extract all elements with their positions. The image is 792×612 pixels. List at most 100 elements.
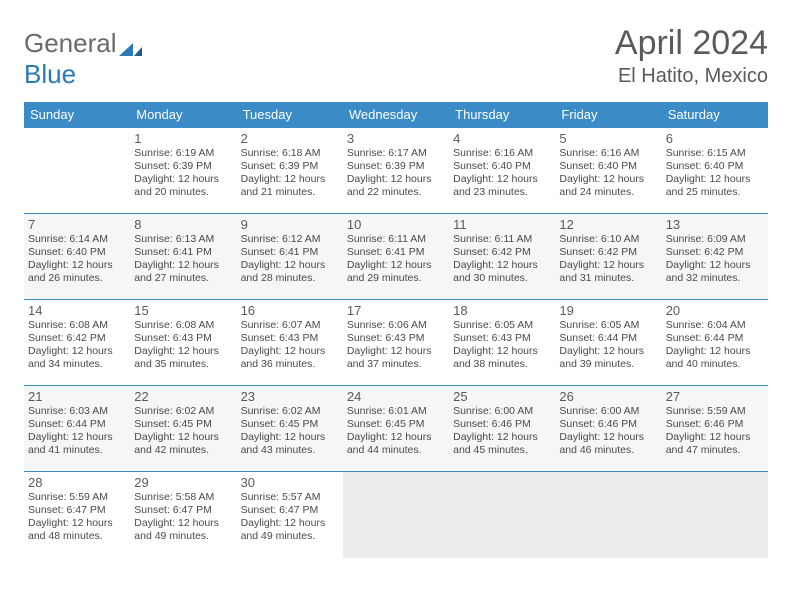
- sunrise-line: Sunrise: 5:59 AM: [28, 491, 126, 504]
- calendar-day-cell: 11Sunrise: 6:11 AMSunset: 6:42 PMDayligh…: [449, 214, 555, 300]
- daylight-line: and 22 minutes.: [347, 186, 445, 199]
- calendar-day-cell: 19Sunrise: 6:05 AMSunset: 6:44 PMDayligh…: [555, 300, 661, 386]
- daylight-line: Daylight: 12 hours: [453, 173, 551, 186]
- sunrise-line: Sunrise: 6:00 AM: [453, 405, 551, 418]
- sunset-line: Sunset: 6:44 PM: [666, 332, 764, 345]
- day-number: 6: [666, 131, 764, 146]
- daylight-line: and 35 minutes.: [134, 358, 232, 371]
- sunrise-line: Sunrise: 6:18 AM: [241, 147, 339, 160]
- day-number: 10: [347, 217, 445, 232]
- day-number: 20: [666, 303, 764, 318]
- sunrise-line: Sunrise: 6:11 AM: [347, 233, 445, 246]
- calendar-body: 1Sunrise: 6:19 AMSunset: 6:39 PMDaylight…: [24, 128, 768, 558]
- daylight-line: Daylight: 12 hours: [241, 431, 339, 444]
- daylight-line: Daylight: 12 hours: [347, 431, 445, 444]
- sunset-line: Sunset: 6:41 PM: [241, 246, 339, 259]
- daylight-line: Daylight: 12 hours: [134, 173, 232, 186]
- calendar-day-cell: 8Sunrise: 6:13 AMSunset: 6:41 PMDaylight…: [130, 214, 236, 300]
- calendar-day-cell: [662, 472, 768, 558]
- sunset-line: Sunset: 6:41 PM: [134, 246, 232, 259]
- calendar-day-cell: 24Sunrise: 6:01 AMSunset: 6:45 PMDayligh…: [343, 386, 449, 472]
- calendar-day-cell: 17Sunrise: 6:06 AMSunset: 6:43 PMDayligh…: [343, 300, 449, 386]
- sunset-line: Sunset: 6:45 PM: [134, 418, 232, 431]
- calendar-day-cell: 10Sunrise: 6:11 AMSunset: 6:41 PMDayligh…: [343, 214, 449, 300]
- day-number: 25: [453, 389, 551, 404]
- sunset-line: Sunset: 6:39 PM: [241, 160, 339, 173]
- sunset-line: Sunset: 6:40 PM: [28, 246, 126, 259]
- daylight-line: and 27 minutes.: [134, 272, 232, 285]
- weekday-header: Friday: [555, 102, 661, 128]
- sunset-line: Sunset: 6:44 PM: [559, 332, 657, 345]
- daylight-line: Daylight: 12 hours: [453, 431, 551, 444]
- day-number: 29: [134, 475, 232, 490]
- sunset-line: Sunset: 6:47 PM: [134, 504, 232, 517]
- calendar-day-cell: 15Sunrise: 6:08 AMSunset: 6:43 PMDayligh…: [130, 300, 236, 386]
- sunset-line: Sunset: 6:47 PM: [28, 504, 126, 517]
- weekday-header: Tuesday: [237, 102, 343, 128]
- daylight-line: and 21 minutes.: [241, 186, 339, 199]
- daylight-line: Daylight: 12 hours: [134, 259, 232, 272]
- calendar-day-cell: 7Sunrise: 6:14 AMSunset: 6:40 PMDaylight…: [24, 214, 130, 300]
- daylight-line: and 24 minutes.: [559, 186, 657, 199]
- day-number: 16: [241, 303, 339, 318]
- daylight-line: Daylight: 12 hours: [453, 345, 551, 358]
- weekday-header: Sunday: [24, 102, 130, 128]
- daylight-line: Daylight: 12 hours: [347, 345, 445, 358]
- calendar-day-cell: 9Sunrise: 6:12 AMSunset: 6:41 PMDaylight…: [237, 214, 343, 300]
- sunrise-line: Sunrise: 6:19 AM: [134, 147, 232, 160]
- daylight-line: Daylight: 12 hours: [559, 431, 657, 444]
- sunset-line: Sunset: 6:46 PM: [559, 418, 657, 431]
- sunrise-line: Sunrise: 5:59 AM: [666, 405, 764, 418]
- daylight-line: Daylight: 12 hours: [134, 431, 232, 444]
- sunrise-line: Sunrise: 6:09 AM: [666, 233, 764, 246]
- sunrise-line: Sunrise: 6:06 AM: [347, 319, 445, 332]
- day-number: 8: [134, 217, 232, 232]
- day-number: 13: [666, 217, 764, 232]
- calendar-day-cell: 12Sunrise: 6:10 AMSunset: 6:42 PMDayligh…: [555, 214, 661, 300]
- day-number: 21: [28, 389, 126, 404]
- sunrise-line: Sunrise: 6:02 AM: [241, 405, 339, 418]
- calendar-week-row: 7Sunrise: 6:14 AMSunset: 6:40 PMDaylight…: [24, 214, 768, 300]
- calendar-day-cell: [343, 472, 449, 558]
- daylight-line: Daylight: 12 hours: [241, 173, 339, 186]
- calendar-day-cell: 5Sunrise: 6:16 AMSunset: 6:40 PMDaylight…: [555, 128, 661, 214]
- sunrise-line: Sunrise: 6:15 AM: [666, 147, 764, 160]
- sunrise-line: Sunrise: 6:12 AM: [241, 233, 339, 246]
- day-number: 7: [28, 217, 126, 232]
- calendar-day-cell: 4Sunrise: 6:16 AMSunset: 6:40 PMDaylight…: [449, 128, 555, 214]
- sunset-line: Sunset: 6:46 PM: [453, 418, 551, 431]
- calendar-day-cell: 20Sunrise: 6:04 AMSunset: 6:44 PMDayligh…: [662, 300, 768, 386]
- daylight-line: and 36 minutes.: [241, 358, 339, 371]
- daylight-line: and 49 minutes.: [134, 530, 232, 543]
- day-number: 23: [241, 389, 339, 404]
- sunset-line: Sunset: 6:40 PM: [559, 160, 657, 173]
- weekday-header: Monday: [130, 102, 236, 128]
- daylight-line: Daylight: 12 hours: [134, 517, 232, 530]
- day-number: 11: [453, 217, 551, 232]
- daylight-line: Daylight: 12 hours: [666, 345, 764, 358]
- day-number: 27: [666, 389, 764, 404]
- sunrise-line: Sunrise: 6:16 AM: [453, 147, 551, 160]
- month-title: April 2024: [615, 24, 768, 63]
- daylight-line: Daylight: 12 hours: [559, 345, 657, 358]
- sunset-line: Sunset: 6:44 PM: [28, 418, 126, 431]
- calendar-day-cell: 26Sunrise: 6:00 AMSunset: 6:46 PMDayligh…: [555, 386, 661, 472]
- daylight-line: and 34 minutes.: [28, 358, 126, 371]
- calendar-day-cell: 22Sunrise: 6:02 AMSunset: 6:45 PMDayligh…: [130, 386, 236, 472]
- day-number: 3: [347, 131, 445, 146]
- daylight-line: and 30 minutes.: [453, 272, 551, 285]
- day-number: 2: [241, 131, 339, 146]
- daylight-line: Daylight: 12 hours: [666, 259, 764, 272]
- day-number: 1: [134, 131, 232, 146]
- daylight-line: and 42 minutes.: [134, 444, 232, 457]
- daylight-line: Daylight: 12 hours: [559, 259, 657, 272]
- sunrise-line: Sunrise: 6:00 AM: [559, 405, 657, 418]
- calendar-day-cell: 23Sunrise: 6:02 AMSunset: 6:45 PMDayligh…: [237, 386, 343, 472]
- sunset-line: Sunset: 6:40 PM: [453, 160, 551, 173]
- sunrise-line: Sunrise: 6:16 AM: [559, 147, 657, 160]
- daylight-line: and 45 minutes.: [453, 444, 551, 457]
- sunset-line: Sunset: 6:41 PM: [347, 246, 445, 259]
- daylight-line: and 38 minutes.: [453, 358, 551, 371]
- sunrise-line: Sunrise: 6:08 AM: [28, 319, 126, 332]
- sunrise-line: Sunrise: 6:05 AM: [559, 319, 657, 332]
